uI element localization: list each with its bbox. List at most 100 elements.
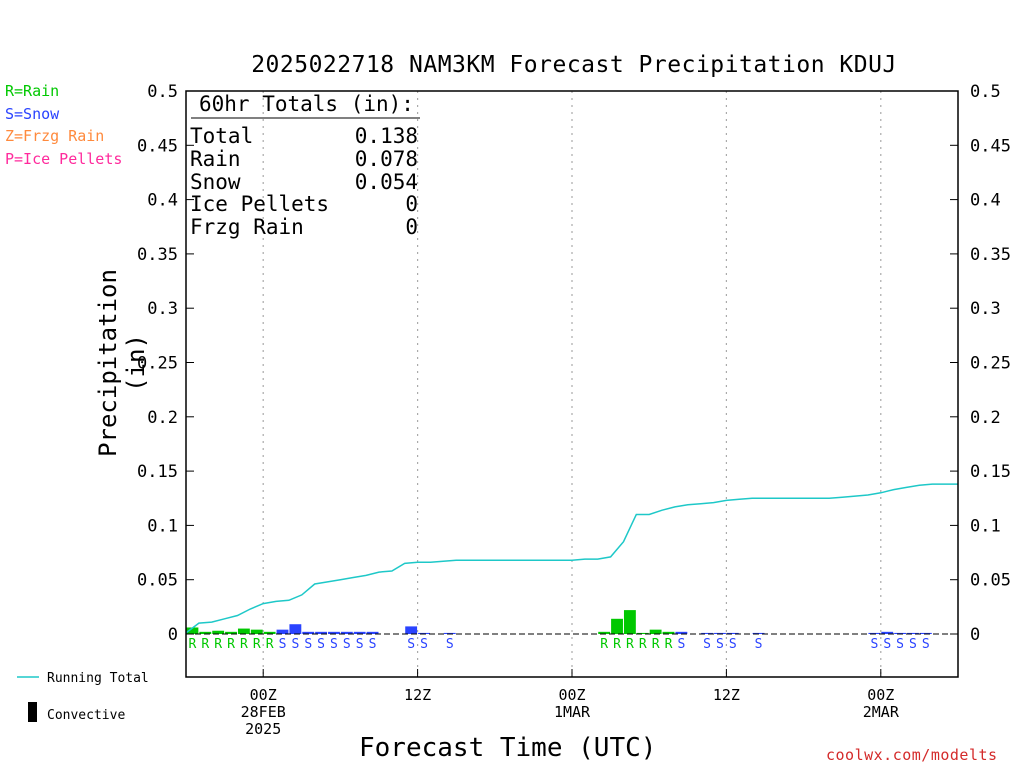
totals-label-snow: Snow	[190, 170, 241, 194]
y-tick-label-right: 0.5	[970, 82, 1001, 102]
y-tick-label-right: 0.4	[970, 191, 1001, 211]
totals-value-total: 0.138	[355, 124, 418, 148]
precip-type-letter: S	[446, 637, 454, 652]
precip-bar	[250, 629, 263, 634]
precip-type-letter: S	[870, 637, 878, 652]
precip-bar	[881, 631, 894, 634]
y-tick-label-right: 0.15	[970, 462, 1011, 482]
precip-bar	[894, 632, 907, 634]
totals-label-freezing-rain: Frzg Rain	[190, 215, 304, 239]
precip-bar	[726, 632, 739, 634]
x-tick-label: 2MAR	[863, 703, 900, 721]
x-tick-label: 00Z	[867, 686, 894, 704]
precip-type-letter: R	[613, 637, 621, 652]
precip-bar	[237, 628, 250, 634]
precip-type-letter: S	[703, 637, 711, 652]
precip-type-letter: R	[652, 637, 660, 652]
precip-bar	[315, 631, 328, 634]
y-tick-label: 0.2	[147, 408, 178, 428]
chart-title: 2025022718 NAM3KM Forecast Precipitation…	[251, 52, 897, 78]
precip-bar	[649, 629, 662, 634]
precip-type-letter: S	[304, 637, 312, 652]
totals-label-ice-pellets: Ice Pellets	[190, 192, 329, 216]
totals-value-ice-pellets: 0	[405, 192, 418, 216]
precip-bar	[212, 630, 225, 634]
precip-bar	[225, 631, 237, 634]
precip-bar	[263, 631, 276, 634]
totals-value-rain: 0.078	[355, 147, 418, 171]
x-tick-label: 12Z	[404, 686, 431, 704]
x-tick-label: 12Z	[713, 686, 740, 704]
precip-type-letter: S	[922, 637, 930, 652]
precip-bar	[662, 631, 675, 634]
y-tick-label-right: 0.25	[970, 354, 1011, 374]
y-tick-label-right: 0.2	[970, 408, 1001, 428]
precip-bar	[907, 632, 919, 634]
running-total-line	[185, 483, 958, 634]
totals-value-snow: 0.054	[355, 170, 418, 194]
x-axis-label: Forecast Time (UTC)	[359, 733, 657, 763]
y-tick-label-right: 0.35	[970, 245, 1011, 265]
precip-type-letter: R	[626, 637, 634, 652]
y-tick-label: 0.4	[147, 191, 178, 211]
precip-type-letter: R	[214, 637, 222, 652]
totals-value-freezing-rain: 0	[405, 215, 418, 239]
precip-type-letter: S	[909, 637, 917, 652]
precip-type-letter: S	[677, 637, 685, 652]
y-tick-label-right: 0	[970, 625, 980, 645]
x-tick-label: 2025	[245, 720, 281, 738]
precip-type-letter: R	[253, 637, 261, 652]
precip-type-letter: R	[266, 637, 274, 652]
precip-type-letter: R	[189, 637, 197, 652]
precip-bar	[919, 632, 932, 634]
precip-type-letter: R	[201, 637, 209, 652]
precip-type-letter: R	[600, 637, 608, 652]
y-tick-label: 0.45	[137, 136, 178, 156]
y-tick-label: 0.15	[137, 462, 178, 482]
precip-bar	[675, 631, 688, 634]
precip-bar	[623, 610, 636, 634]
credit-text: coolwx.com/modelts	[826, 746, 998, 764]
precip-bar	[302, 631, 315, 634]
precip-type-letter: S	[755, 637, 763, 652]
precip-type-letter: S	[896, 637, 904, 652]
x-tick-label: 28FEB	[241, 703, 286, 721]
precip-bar	[276, 629, 289, 634]
x-tick-label: 1MAR	[554, 703, 591, 721]
precip-bar	[405, 626, 418, 634]
precip-bar	[186, 627, 199, 634]
precip-type-letter: S	[330, 637, 338, 652]
precip-type-letter: S	[729, 637, 737, 652]
running-total-legend-label: Running Total	[47, 671, 149, 686]
legend-ice-pellets: P=Ice Pellets	[5, 150, 123, 168]
precip-bar	[328, 631, 340, 634]
y-tick-label: 0.1	[147, 516, 178, 536]
precip-bar	[701, 632, 714, 634]
totals-label-total: Total	[190, 124, 253, 148]
x-tick-label: 00Z	[558, 686, 585, 704]
precip-type-letter: S	[279, 637, 287, 652]
y-tick-label: 0.5	[147, 82, 178, 102]
precip-bar	[636, 632, 649, 634]
precip-type-letter: S	[356, 637, 364, 652]
precip-type-letter: R	[240, 637, 248, 652]
precip-type-letter: S	[883, 637, 891, 652]
precip-bar	[353, 631, 366, 634]
y-tick-label: 0.25	[137, 354, 178, 374]
precip-type-letter: S	[343, 637, 351, 652]
convective-legend-label: Convective	[47, 708, 125, 723]
precip-bar	[289, 624, 302, 634]
precip-bar	[714, 632, 726, 634]
precip-type-letter: R	[639, 637, 647, 652]
precip-type-letter: R	[665, 637, 673, 652]
totals-label-rain: Rain	[190, 147, 241, 171]
precip-type-letter: S	[317, 637, 325, 652]
y-tick-label-right: 0.3	[970, 299, 1001, 319]
precip-type-letter: S	[420, 637, 428, 652]
precip-type-letter: S	[407, 637, 415, 652]
precip-bar	[868, 632, 881, 634]
precip-type-letter: S	[291, 637, 299, 652]
totals-box: 60hr Totals (in): Total 0.138 Rain 0.078…	[190, 92, 420, 239]
y-tick-label: 0.3	[147, 299, 178, 319]
